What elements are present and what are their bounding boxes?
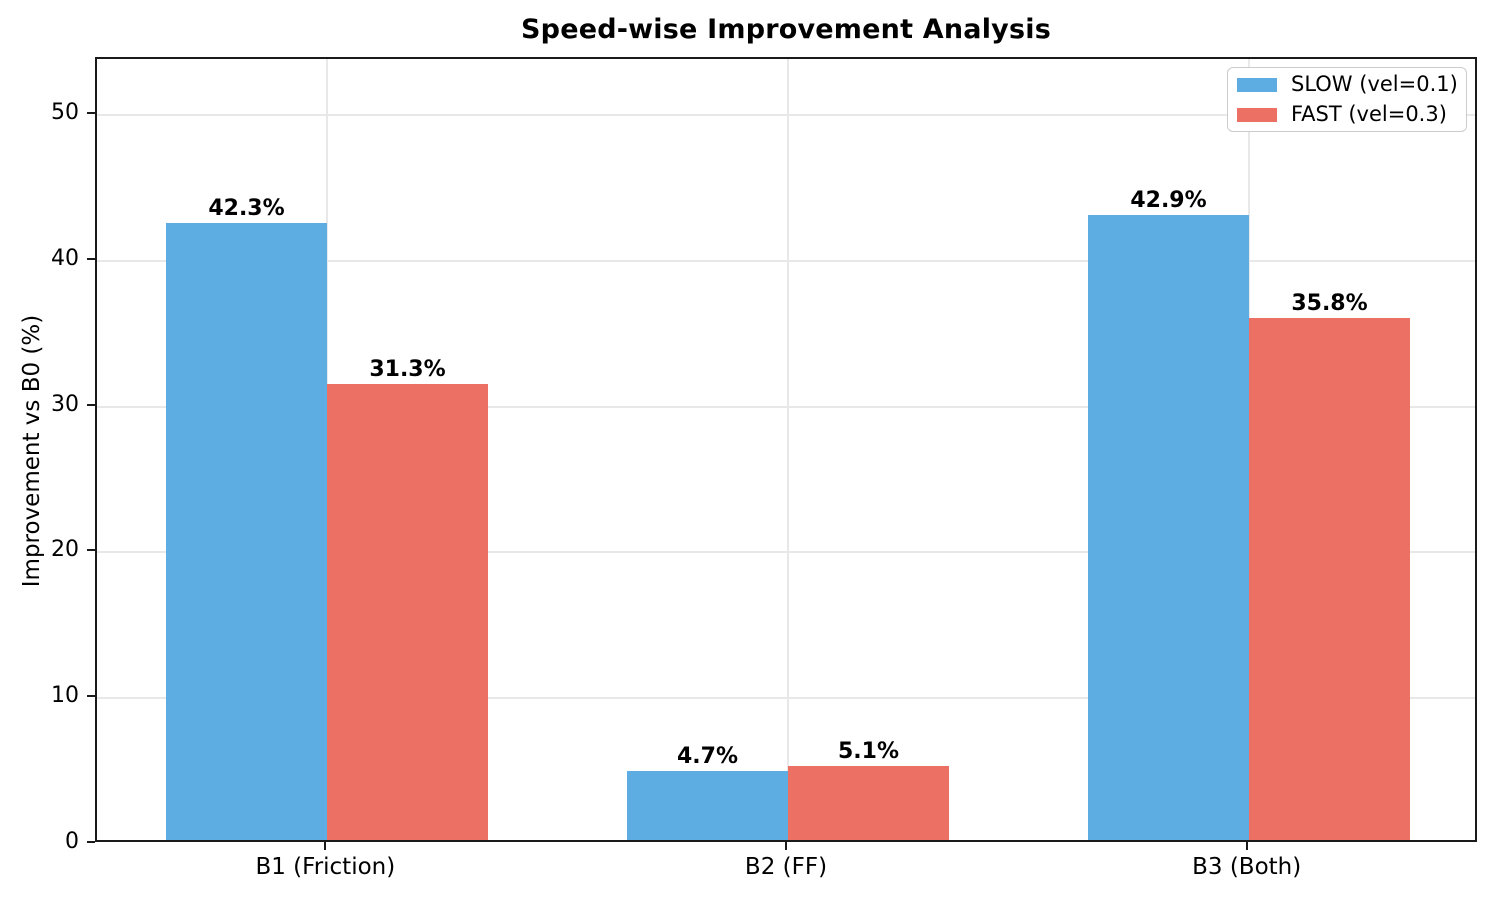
bar-slow-2 bbox=[627, 771, 788, 840]
gridline-horizontal bbox=[97, 697, 1475, 700]
x-tick-label: B2 (FF) bbox=[744, 854, 828, 880]
bar-value-label: 4.7% bbox=[676, 744, 738, 769]
y-tick-mark bbox=[87, 257, 95, 260]
y-tick-label: 40 bbox=[51, 245, 79, 271]
y-tick-mark bbox=[87, 695, 95, 698]
x-tick-mark bbox=[324, 842, 327, 850]
legend-swatch-slow-icon bbox=[1237, 77, 1277, 92]
bar-value-label: 42.3% bbox=[208, 196, 285, 221]
y-tick-mark bbox=[87, 841, 95, 843]
x-tick-label: B1 (Friction) bbox=[255, 854, 396, 880]
chart-title: Speed-wise Improvement Analysis bbox=[521, 14, 1051, 45]
bar-value-label: 35.8% bbox=[1291, 291, 1368, 316]
y-tick-label: 20 bbox=[51, 537, 79, 563]
plot-area: 42.3% 4.7% 42.9% 31.3% 5.1% 35.8% bbox=[95, 57, 1477, 842]
bar-value-label: 42.9% bbox=[1130, 188, 1207, 213]
y-tick-label: 50 bbox=[51, 100, 79, 126]
y-tick-label: 0 bbox=[65, 829, 79, 854]
bar-fast-1 bbox=[327, 384, 488, 840]
gridline-horizontal bbox=[97, 405, 1475, 408]
y-axis-label: Improvement vs B0 (%) bbox=[19, 314, 45, 588]
legend-item-fast: FAST (vel=0.3) bbox=[1237, 103, 1466, 126]
y-tick-mark bbox=[87, 112, 95, 115]
gridline-horizontal bbox=[97, 259, 1475, 262]
x-tick-label: B3 (Both) bbox=[1192, 854, 1302, 880]
legend-label-slow: SLOW (vel=0.1) bbox=[1291, 72, 1458, 96]
x-tick-mark bbox=[1245, 842, 1248, 850]
bar-value-label: 31.3% bbox=[369, 357, 446, 382]
bar-slow-1 bbox=[166, 223, 327, 840]
x-tick-mark bbox=[785, 842, 787, 850]
legend-item-slow: SLOW (vel=0.1) bbox=[1237, 73, 1466, 96]
bar-value-label: 5.1% bbox=[837, 739, 899, 764]
gridline-horizontal bbox=[97, 114, 1475, 117]
y-tick-label: 30 bbox=[51, 391, 79, 417]
y-tick-mark bbox=[87, 549, 95, 552]
bar-slow-3 bbox=[1088, 215, 1249, 840]
legend: SLOW (vel=0.1) FAST (vel=0.3) bbox=[1227, 67, 1467, 132]
gridline-horizontal bbox=[97, 551, 1475, 554]
y-tick-label: 10 bbox=[51, 683, 79, 709]
gridline-vertical bbox=[787, 59, 789, 840]
bar-fast-2 bbox=[788, 766, 949, 840]
legend-swatch-fast-icon bbox=[1237, 107, 1277, 122]
y-tick-mark bbox=[87, 403, 95, 406]
bar-fast-3 bbox=[1249, 318, 1410, 840]
legend-label-fast: FAST (vel=0.3) bbox=[1291, 102, 1447, 126]
